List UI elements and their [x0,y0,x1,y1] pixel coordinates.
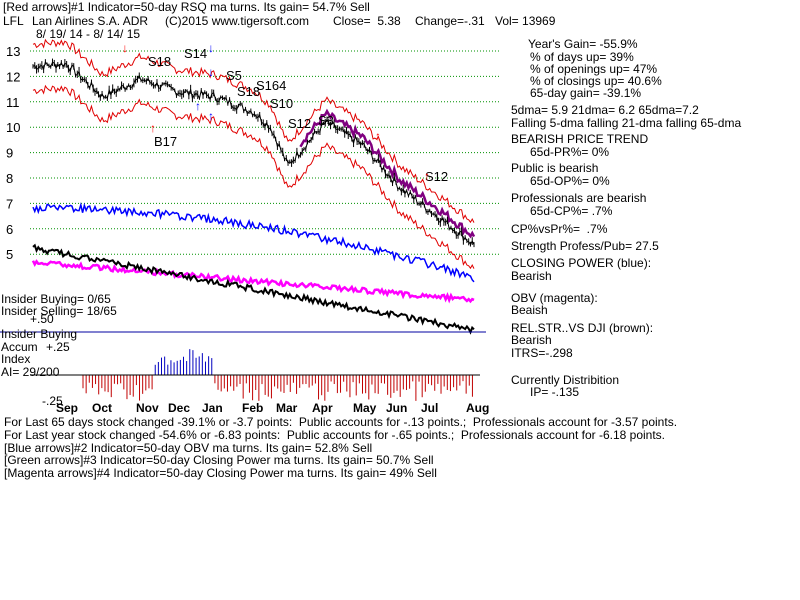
closing-power-state: Bearish [511,269,552,283]
signal-label: S14 [184,46,207,61]
x-tick-label: May [353,401,377,415]
scale-plus-25: +.25 [46,340,70,354]
signal-label: S5 [226,68,242,83]
scale-minus-25: -.25 [42,394,63,408]
y-tick-label: 6 [6,222,13,237]
y-tick-label: 7 [6,196,13,211]
obv-state: Beaish [511,303,548,317]
relstr-label: REL.STR..VS DJI (brown): [511,321,654,335]
signal-arrow: ↑ [375,129,381,143]
signal-label: S3 [318,113,334,128]
y-tick-label: 9 [6,146,13,161]
signal-label: S18 [237,84,260,99]
ticker-label: LFL [3,14,24,28]
day65-gain: 65-day gain= -39.1% [530,86,642,100]
signal-arrow: ↑ [150,121,156,135]
index-label: Index [1,352,31,366]
insider-buying-label: Insider Buying [1,327,78,341]
pr-value: 65d-PR%= 0% [530,145,610,159]
signal-arrow: ↑ [424,169,430,183]
company-name: Lan Airlines S.A. ADR [32,14,149,28]
x-tick-label: Aug [466,401,489,415]
footer-line-1: For Last 65 days stock changed -39.1% or… [4,415,678,429]
x-tick-label: Nov [136,401,159,415]
closings-up: % of closings up= 40.6% [530,74,662,88]
x-tick-label: Dec [168,401,190,415]
ai-value: AI= 29/200 [1,365,60,379]
signal-label: S18 [148,54,171,69]
upper-band-line [32,38,475,224]
cp-value: 65d-CP%= .7% [530,204,613,218]
lower-band-line [32,84,475,270]
days-up: % of days up= 39% [530,50,634,64]
falling-dma: Falling 5-dma falling 21-dma falling 65-… [511,116,742,130]
signal-label: S164 [256,78,286,93]
cp-vs-pr: CP%vsPr%= .7% [511,222,608,236]
years-gain: Year's Gain= -55.9% [528,37,638,51]
signal-label: S12 [425,169,448,184]
ma65-line [299,108,476,239]
copyright: (C)2015 www.tigersoft.com [165,14,310,28]
distribution-label: Currently Distribition [511,373,620,387]
y-tick-label: 12 [6,69,20,84]
x-tick-label: Jun [386,401,407,415]
professionals-bearish: Professionals are bearish [511,191,647,205]
x-tick-label: Jan [202,401,223,415]
itrs-value: ITRS=-.298 [511,346,573,360]
x-tick-label: Mar [276,401,298,415]
obv-line [31,259,475,304]
scale-plus-50: +.50 [30,312,54,326]
closing-power-line [32,201,475,283]
strength-ratio: Strength Profess/Pub= 27.5 [511,239,659,253]
insider-buying-counts: Insider Buying= 0/65 [1,292,111,306]
footer-line-2: For Last year stock changed -54.6% or -6… [4,428,666,442]
accum-label: Accum [1,340,38,354]
x-tick-label: Feb [242,401,263,415]
volume-value: Vol= 13969 [495,14,556,28]
obv-label: OBV (magenta): [511,291,598,305]
signal-label: B17 [154,134,177,149]
relative-strength-line [32,243,475,335]
signal-arrow: ↓ [122,41,128,55]
price-line [32,60,475,246]
footer-line-4: [Green arrows]#3 Indicator=50-day Closin… [4,453,434,467]
public-bearish: Public is bearish [511,161,599,175]
y-tick-label: 10 [6,120,20,135]
footer-line-3: [Blue arrows]#2 Indicator=50-day OBV ma … [4,441,373,455]
x-tick-label: Jul [421,401,438,415]
signal-arrow: ↓ [208,65,214,79]
x-tick-label: Oct [92,401,112,415]
relstr-state: Bearish [511,333,552,347]
x-tick-label: Sep [56,401,78,415]
signal-arrow: ↑ [208,109,214,123]
y-tick-label: 8 [6,171,13,186]
signal-label: S12 [288,116,311,131]
openings-up: % of openings up= 47% [530,62,658,76]
signal-label: S10 [270,96,293,111]
ip-value: IP= -.135 [530,385,580,399]
footer-line-5: [Magenta arrows]#4 Indicator=50-day Clos… [4,466,437,480]
signal-arrow: ↓ [208,41,214,55]
y-tick-label: 13 [6,44,20,59]
bearish-trend: BEARISH PRICE TREND [511,132,649,146]
insider-selling-counts: Insider Selling= 18/65 [1,304,117,318]
y-tick-label: 5 [6,247,13,262]
header-line-1: [Red arrows]#1 Indicator=50-day RSQ ma t… [3,0,370,14]
date-range: 8/ 19/ 14 - 8/ 14/ 15 [36,27,141,41]
dma-values: 5dma= 5.9 21dma= 6.2 65dma=7.2 [511,103,699,117]
x-tick-label: Apr [312,401,333,415]
op-value: 65d-OP%= 0% [530,174,610,188]
change-value: Change=-.31 [415,14,485,28]
y-tick-label: 11 [6,95,20,110]
close-value: Close= 5.38 [333,14,401,28]
signal-arrow: ↑ [195,99,201,113]
closing-power-label: CLOSING POWER (blue): [511,256,652,270]
